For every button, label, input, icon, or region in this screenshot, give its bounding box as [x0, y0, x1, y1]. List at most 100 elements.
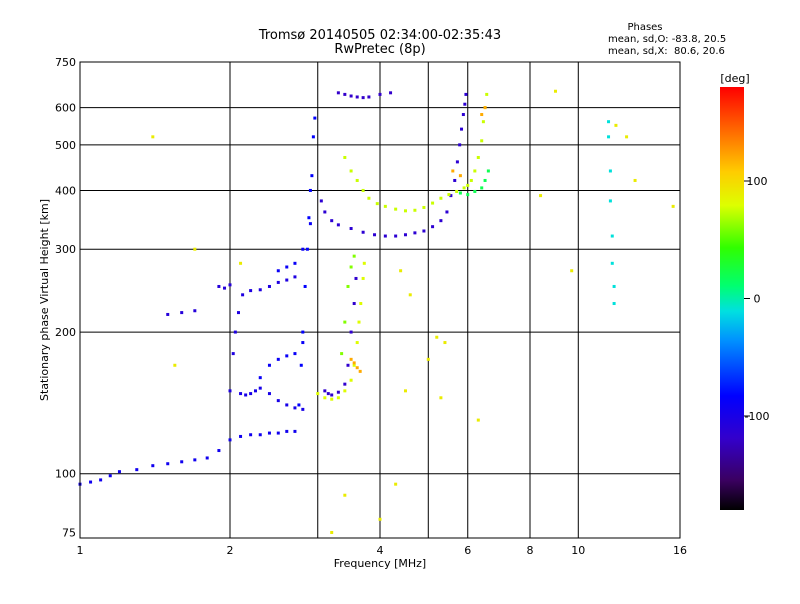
data-point — [394, 482, 398, 486]
data-point — [258, 386, 262, 390]
data-point — [570, 269, 574, 273]
data-point — [394, 207, 398, 211]
data-point — [354, 276, 358, 280]
data-point — [330, 219, 334, 223]
data-point — [413, 208, 417, 212]
data-point — [608, 169, 612, 173]
data-point — [453, 178, 457, 182]
data-point — [285, 354, 289, 358]
data-point — [307, 216, 311, 220]
colorbar-tick-label: -100 — [745, 410, 770, 423]
data-point — [480, 113, 484, 117]
data-point — [399, 269, 403, 273]
data-point — [607, 135, 611, 139]
data-point — [355, 366, 359, 370]
data-point — [323, 210, 327, 214]
y-tick-label: 75 — [62, 526, 76, 539]
data-point — [480, 186, 484, 190]
data-point — [469, 178, 473, 182]
data-point — [461, 113, 465, 117]
data-point — [340, 352, 344, 356]
data-point — [352, 302, 356, 306]
data-point — [625, 135, 629, 139]
data-point — [217, 449, 221, 453]
data-point — [228, 389, 232, 393]
data-point — [293, 261, 297, 265]
data-point — [117, 470, 121, 474]
data-point — [301, 330, 305, 334]
data-point — [285, 403, 289, 407]
data-point — [241, 293, 245, 297]
data-point — [313, 116, 317, 120]
data-point — [463, 102, 467, 106]
data-point — [355, 178, 359, 182]
data-point — [336, 390, 340, 394]
data-point — [476, 418, 480, 422]
y-tick-label: 200 — [55, 326, 76, 339]
data-point — [361, 276, 365, 280]
data-point — [439, 396, 443, 400]
data-point — [361, 188, 365, 192]
data-point — [473, 169, 477, 173]
data-point — [236, 311, 240, 315]
data-point — [267, 284, 271, 288]
data-point — [276, 280, 280, 284]
data-point — [297, 403, 301, 407]
data-point — [349, 265, 353, 269]
data-point — [316, 392, 320, 396]
data-point — [293, 406, 297, 410]
data-point — [336, 91, 340, 95]
data-point — [476, 155, 480, 159]
data-point — [352, 254, 356, 258]
data-point — [228, 283, 232, 287]
data-point — [458, 143, 462, 147]
stats-heading: Phases — [627, 22, 662, 33]
data-point — [481, 120, 485, 124]
data-point — [233, 330, 237, 334]
data-point — [612, 284, 616, 288]
stats-line-o: mean, sd,O: -83.8, 20.5 — [608, 34, 726, 45]
data-point — [151, 135, 155, 139]
data-point — [301, 407, 305, 411]
data-point — [403, 389, 407, 393]
data-point — [431, 201, 435, 205]
data-point — [367, 95, 371, 99]
x-tick-label: 8 — [527, 544, 534, 557]
axis-ticks: 1 2 4 6 8 10 16 75 100 200 300 400 500 600 750 — [55, 56, 687, 557]
data-point — [239, 261, 243, 265]
data-point — [299, 363, 303, 367]
data-point — [319, 199, 323, 203]
data-point — [349, 330, 353, 334]
colorbar-unit-label: [deg] — [720, 72, 749, 85]
data-point — [445, 210, 449, 214]
data-point — [293, 352, 297, 356]
data-point — [301, 341, 305, 345]
data-point — [458, 174, 462, 178]
data-point — [361, 230, 365, 234]
data-point — [326, 392, 330, 396]
data-point — [355, 95, 359, 99]
data-point — [346, 284, 350, 288]
chart-title: Tromsø 20140505 02:34:00-02:35:43 — [258, 28, 501, 43]
data-point — [343, 320, 347, 324]
data-point — [483, 178, 487, 182]
data-point — [349, 378, 353, 382]
data-point — [336, 396, 340, 400]
x-axis-label: Frequency [MHz] — [334, 557, 426, 570]
data-point — [458, 191, 462, 195]
data-point — [223, 286, 227, 290]
data-point — [610, 234, 614, 238]
data-point — [466, 183, 470, 187]
data-point — [357, 320, 361, 324]
colorbar-tick-label: 0 — [754, 293, 761, 306]
data-point — [383, 204, 387, 208]
data-point — [553, 89, 557, 93]
data-point — [276, 357, 280, 361]
data-point — [460, 127, 464, 131]
data-point — [249, 392, 253, 396]
data-point — [383, 234, 387, 238]
data-point — [276, 269, 280, 273]
data-point — [349, 169, 353, 173]
data-point — [394, 234, 398, 238]
data-point — [439, 196, 443, 200]
